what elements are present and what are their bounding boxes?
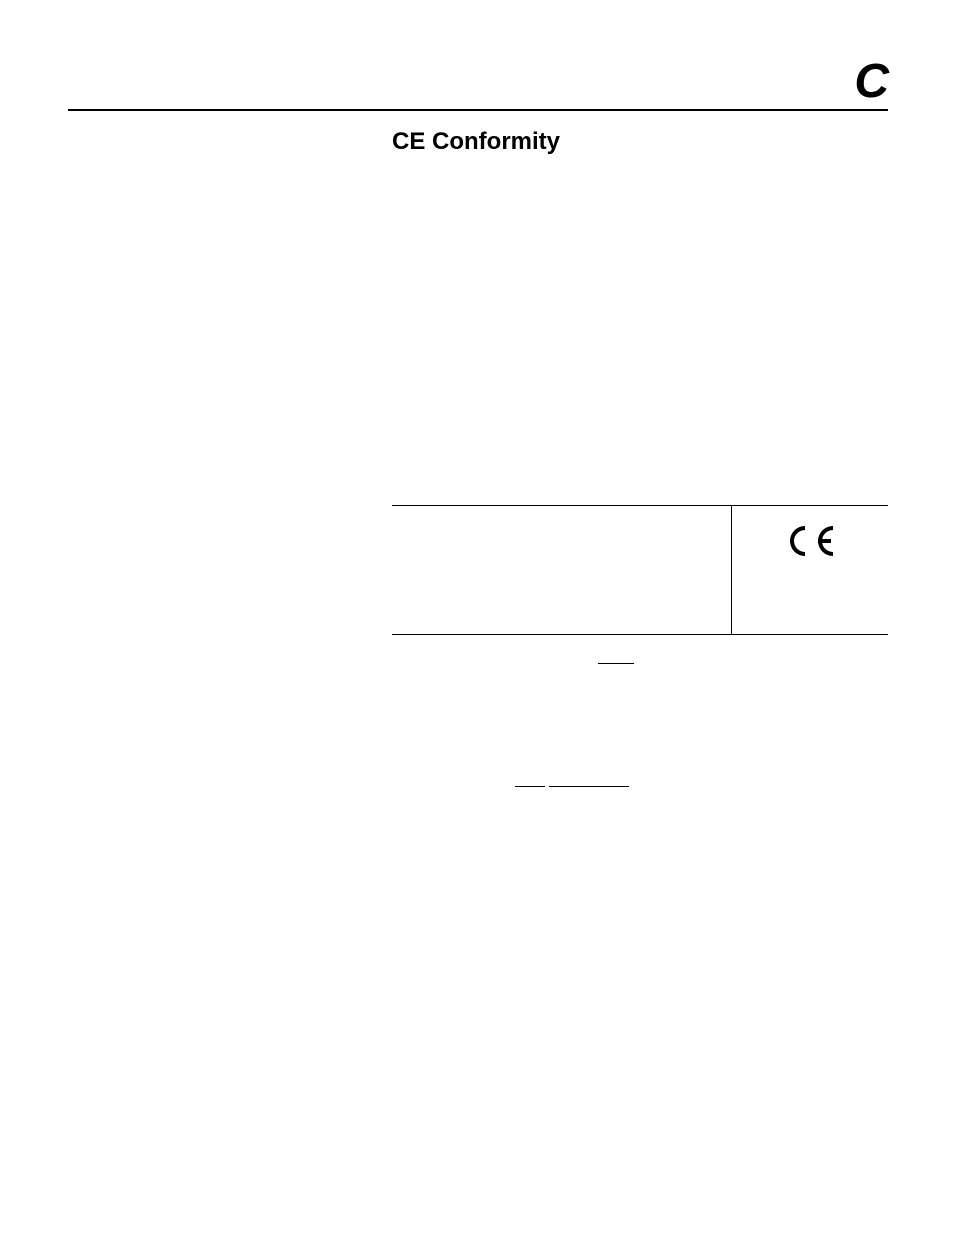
underline-1 <box>598 663 634 664</box>
ce-table <box>392 505 888 635</box>
ce-table-row <box>392 506 888 634</box>
ce-table-left-cell <box>392 506 732 634</box>
ce-table-right-cell <box>732 506 888 634</box>
page-title: CE Conformity <box>392 128 560 156</box>
underline-2 <box>515 786 545 787</box>
appendix-letter: C <box>854 54 888 109</box>
header-rule <box>68 109 888 111</box>
ce-mark-icon <box>783 522 837 565</box>
underline-3 <box>549 786 629 787</box>
